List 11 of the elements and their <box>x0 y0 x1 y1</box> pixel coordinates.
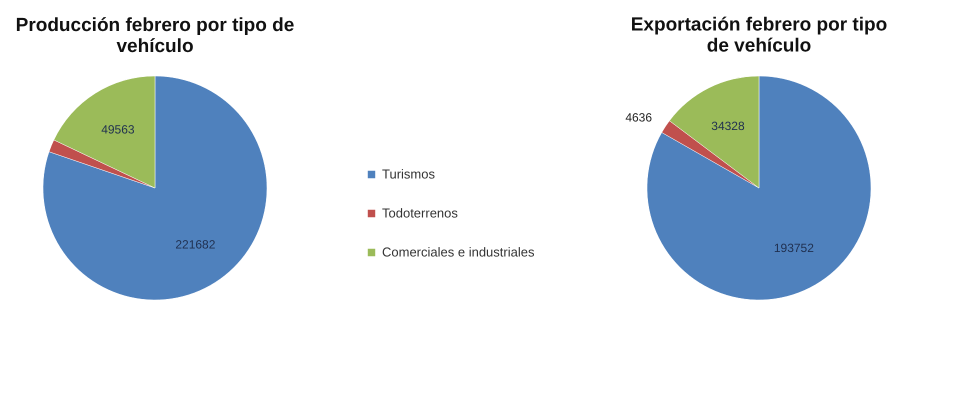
data-label: 34328 <box>711 118 745 133</box>
legend-label: Todoterrenos <box>382 206 458 220</box>
legend-label: Comerciales e industriales <box>382 244 535 260</box>
data-label: 49563 <box>101 122 135 136</box>
chart-title: Producción febrero por tipo de vehículo <box>16 15 294 57</box>
data-label: 4636 <box>625 110 652 125</box>
pie-slice <box>42 76 268 300</box>
chart-title: Exportación febrero por tipo de vehículo <box>630 14 888 56</box>
data-label: 221682 <box>175 237 216 252</box>
data-label: 193752 <box>774 241 814 256</box>
legend-label: Turismos <box>382 166 436 182</box>
